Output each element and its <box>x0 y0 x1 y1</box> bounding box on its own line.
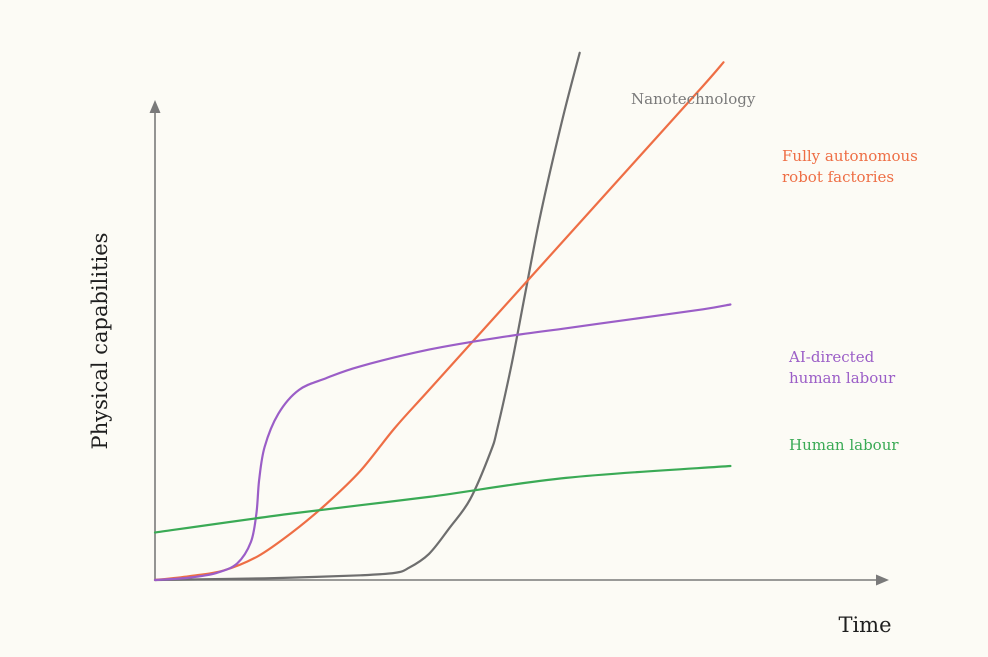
chart-axes <box>149 100 889 586</box>
series-labels: Nanotechnology Fully autonomous robot fact… <box>631 90 918 454</box>
series-label-human-labour: Human labour <box>789 436 899 454</box>
y-axis-title: Physical capabilities <box>88 233 112 450</box>
y-axis-arrow-icon <box>149 100 161 113</box>
series-line-nanotechnology <box>153 51 581 582</box>
series-layer <box>153 51 732 582</box>
series-label-fully-autonomous-robot-factories: Fully autonomous robot factories <box>782 147 918 186</box>
x-axis-title: Time <box>838 613 891 637</box>
x-axis-arrow-icon <box>876 574 889 586</box>
series-label-ai-directed-human-labour: AI-directed human labour <box>788 348 896 387</box>
series-label-nanotechnology: Nanotechnology <box>631 90 756 108</box>
series-line-ai-directed-human-labour <box>153 303 732 582</box>
series-line-fully-autonomous-robot-factories <box>153 61 725 582</box>
series-line-human-labour <box>153 464 732 534</box>
